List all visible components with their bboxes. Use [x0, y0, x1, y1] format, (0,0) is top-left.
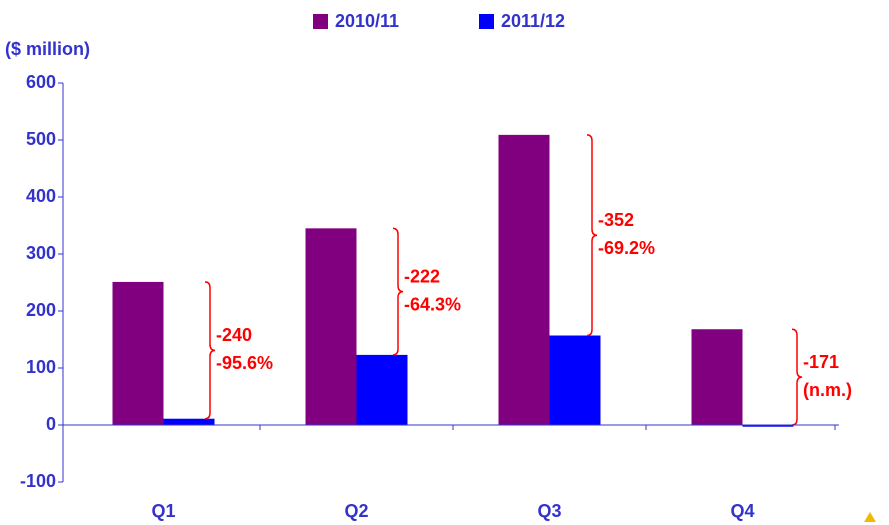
x-tick-label: Q1 — [151, 501, 175, 521]
legend-swatch — [479, 14, 494, 29]
bar — [549, 335, 601, 425]
bar — [356, 354, 408, 425]
y-tick-label: 100 — [26, 357, 56, 377]
bar — [742, 425, 794, 427]
x-tick-label: Q3 — [537, 501, 561, 521]
annotation-text: -352 — [598, 210, 634, 230]
legend-label: 2011/12 — [501, 11, 565, 31]
y-tick-label: 400 — [26, 186, 56, 206]
x-tick-label: Q4 — [730, 501, 754, 521]
brace — [586, 134, 598, 337]
legend-swatch — [313, 14, 328, 29]
y-tick-label: 600 — [26, 72, 56, 92]
bar — [163, 418, 215, 425]
annotation-text: -222 — [404, 266, 440, 286]
y-tick-label: -100 — [20, 471, 56, 491]
brace — [204, 281, 216, 420]
annotation-text: -69.2% — [598, 238, 655, 258]
y-tick-label: 300 — [26, 243, 56, 263]
bar — [498, 134, 550, 425]
x-tick-label: Q2 — [344, 501, 368, 521]
annotation-text: -171 — [803, 352, 839, 372]
brace — [791, 328, 803, 426]
unit-label: ($ million) — [5, 39, 90, 59]
bar — [691, 329, 743, 425]
legend-label: 2010/11 — [335, 11, 399, 31]
annotation-text: -64.3% — [404, 294, 461, 314]
y-tick-label: 200 — [26, 300, 56, 320]
corner-icon — [864, 512, 876, 522]
bar — [305, 228, 357, 425]
annotation-text: -95.6% — [216, 353, 273, 373]
bar — [112, 281, 164, 425]
y-tick-label: 0 — [46, 414, 56, 434]
annotation-text: -240 — [216, 325, 252, 345]
annotation-text: (n.m.) — [803, 380, 852, 400]
y-tick-label: 500 — [26, 129, 56, 149]
brace — [392, 227, 404, 356]
